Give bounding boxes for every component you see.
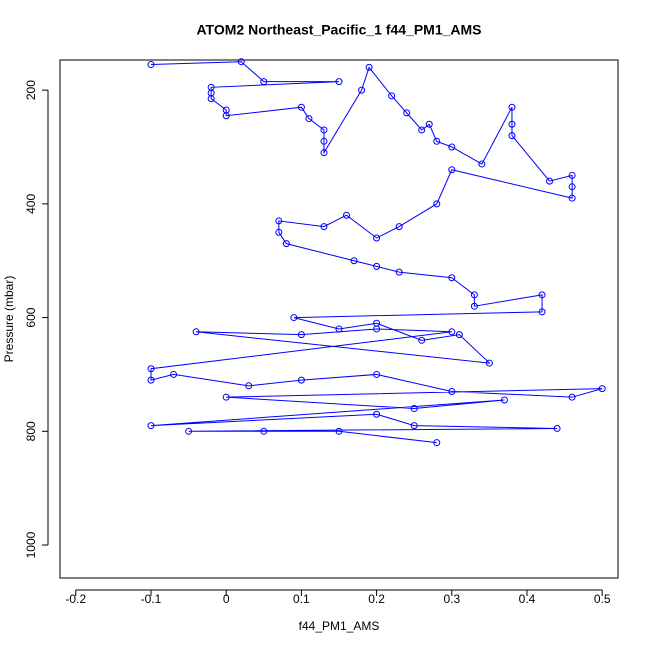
point — [433, 439, 441, 447]
x-tick-label: 0.5 — [594, 592, 611, 606]
point — [297, 331, 305, 339]
x-tick-label: -0.1 — [141, 592, 162, 606]
point — [335, 78, 343, 86]
point — [373, 234, 381, 242]
point — [568, 183, 576, 191]
point — [410, 422, 418, 430]
point — [470, 302, 478, 310]
point — [373, 262, 381, 270]
point — [290, 314, 298, 322]
point — [448, 274, 456, 282]
series-line — [150, 61, 603, 444]
point — [455, 331, 463, 339]
x-tick-label: -0.2 — [65, 592, 86, 606]
point — [388, 92, 396, 100]
y-tick-label: 200 — [24, 80, 38, 100]
point — [147, 61, 155, 69]
point — [245, 382, 253, 390]
point — [425, 120, 433, 128]
point — [282, 240, 290, 248]
point — [185, 427, 193, 435]
point — [275, 217, 283, 225]
point — [335, 427, 343, 435]
point — [598, 385, 606, 393]
point — [373, 410, 381, 418]
x-tick-label: 0.1 — [293, 592, 310, 606]
x-tick-label: 0.2 — [368, 592, 385, 606]
point — [448, 143, 456, 151]
point — [222, 393, 230, 401]
y-axis-label: Pressure (mbar) — [2, 276, 16, 363]
point — [373, 325, 381, 333]
y-tick-label: 1000 — [24, 531, 38, 558]
point — [207, 95, 215, 103]
point — [508, 132, 516, 140]
point — [395, 223, 403, 231]
point — [418, 126, 426, 134]
point — [553, 424, 561, 432]
point — [508, 103, 516, 111]
point — [343, 211, 351, 219]
point — [500, 396, 508, 404]
x-tick-label: 0.4 — [519, 592, 536, 606]
y-tick-label: 800 — [24, 421, 38, 441]
point — [305, 115, 313, 123]
point — [410, 405, 418, 413]
y-tick-label: 600 — [24, 307, 38, 327]
point — [485, 359, 493, 367]
point — [373, 370, 381, 378]
point — [260, 427, 268, 435]
point — [320, 126, 328, 134]
x-tick-label: 0.3 — [443, 592, 460, 606]
point — [320, 149, 328, 157]
point — [568, 393, 576, 401]
point — [418, 336, 426, 344]
point — [275, 228, 283, 236]
point — [365, 63, 373, 71]
plot-frame — [59, 59, 619, 579]
point — [237, 58, 245, 66]
point — [147, 365, 155, 373]
point — [448, 387, 456, 395]
point — [470, 291, 478, 299]
point — [297, 103, 305, 111]
point — [147, 376, 155, 384]
point — [260, 78, 268, 86]
point — [147, 422, 155, 430]
point — [568, 171, 576, 179]
point — [320, 223, 328, 231]
y-tick-label: 400 — [24, 194, 38, 214]
point — [448, 328, 456, 336]
x-tick-label: 0 — [223, 592, 230, 606]
point — [222, 112, 230, 120]
point — [403, 109, 411, 117]
point — [320, 137, 328, 145]
chart-title: ATOM2 Northeast_Pacific_1 f44_PM1_AMS — [196, 22, 481, 38]
point — [448, 166, 456, 174]
point — [568, 194, 576, 202]
point — [433, 137, 441, 145]
point — [538, 308, 546, 316]
point — [192, 328, 200, 336]
point — [335, 325, 343, 333]
point — [478, 160, 486, 168]
x-axis-label: f44_PM1_AMS — [299, 619, 380, 633]
point — [170, 370, 178, 378]
point — [433, 200, 441, 208]
point — [395, 268, 403, 276]
point — [297, 376, 305, 384]
point — [358, 86, 366, 94]
point — [508, 120, 516, 128]
point — [546, 177, 554, 185]
point — [538, 291, 546, 299]
point — [350, 257, 358, 265]
